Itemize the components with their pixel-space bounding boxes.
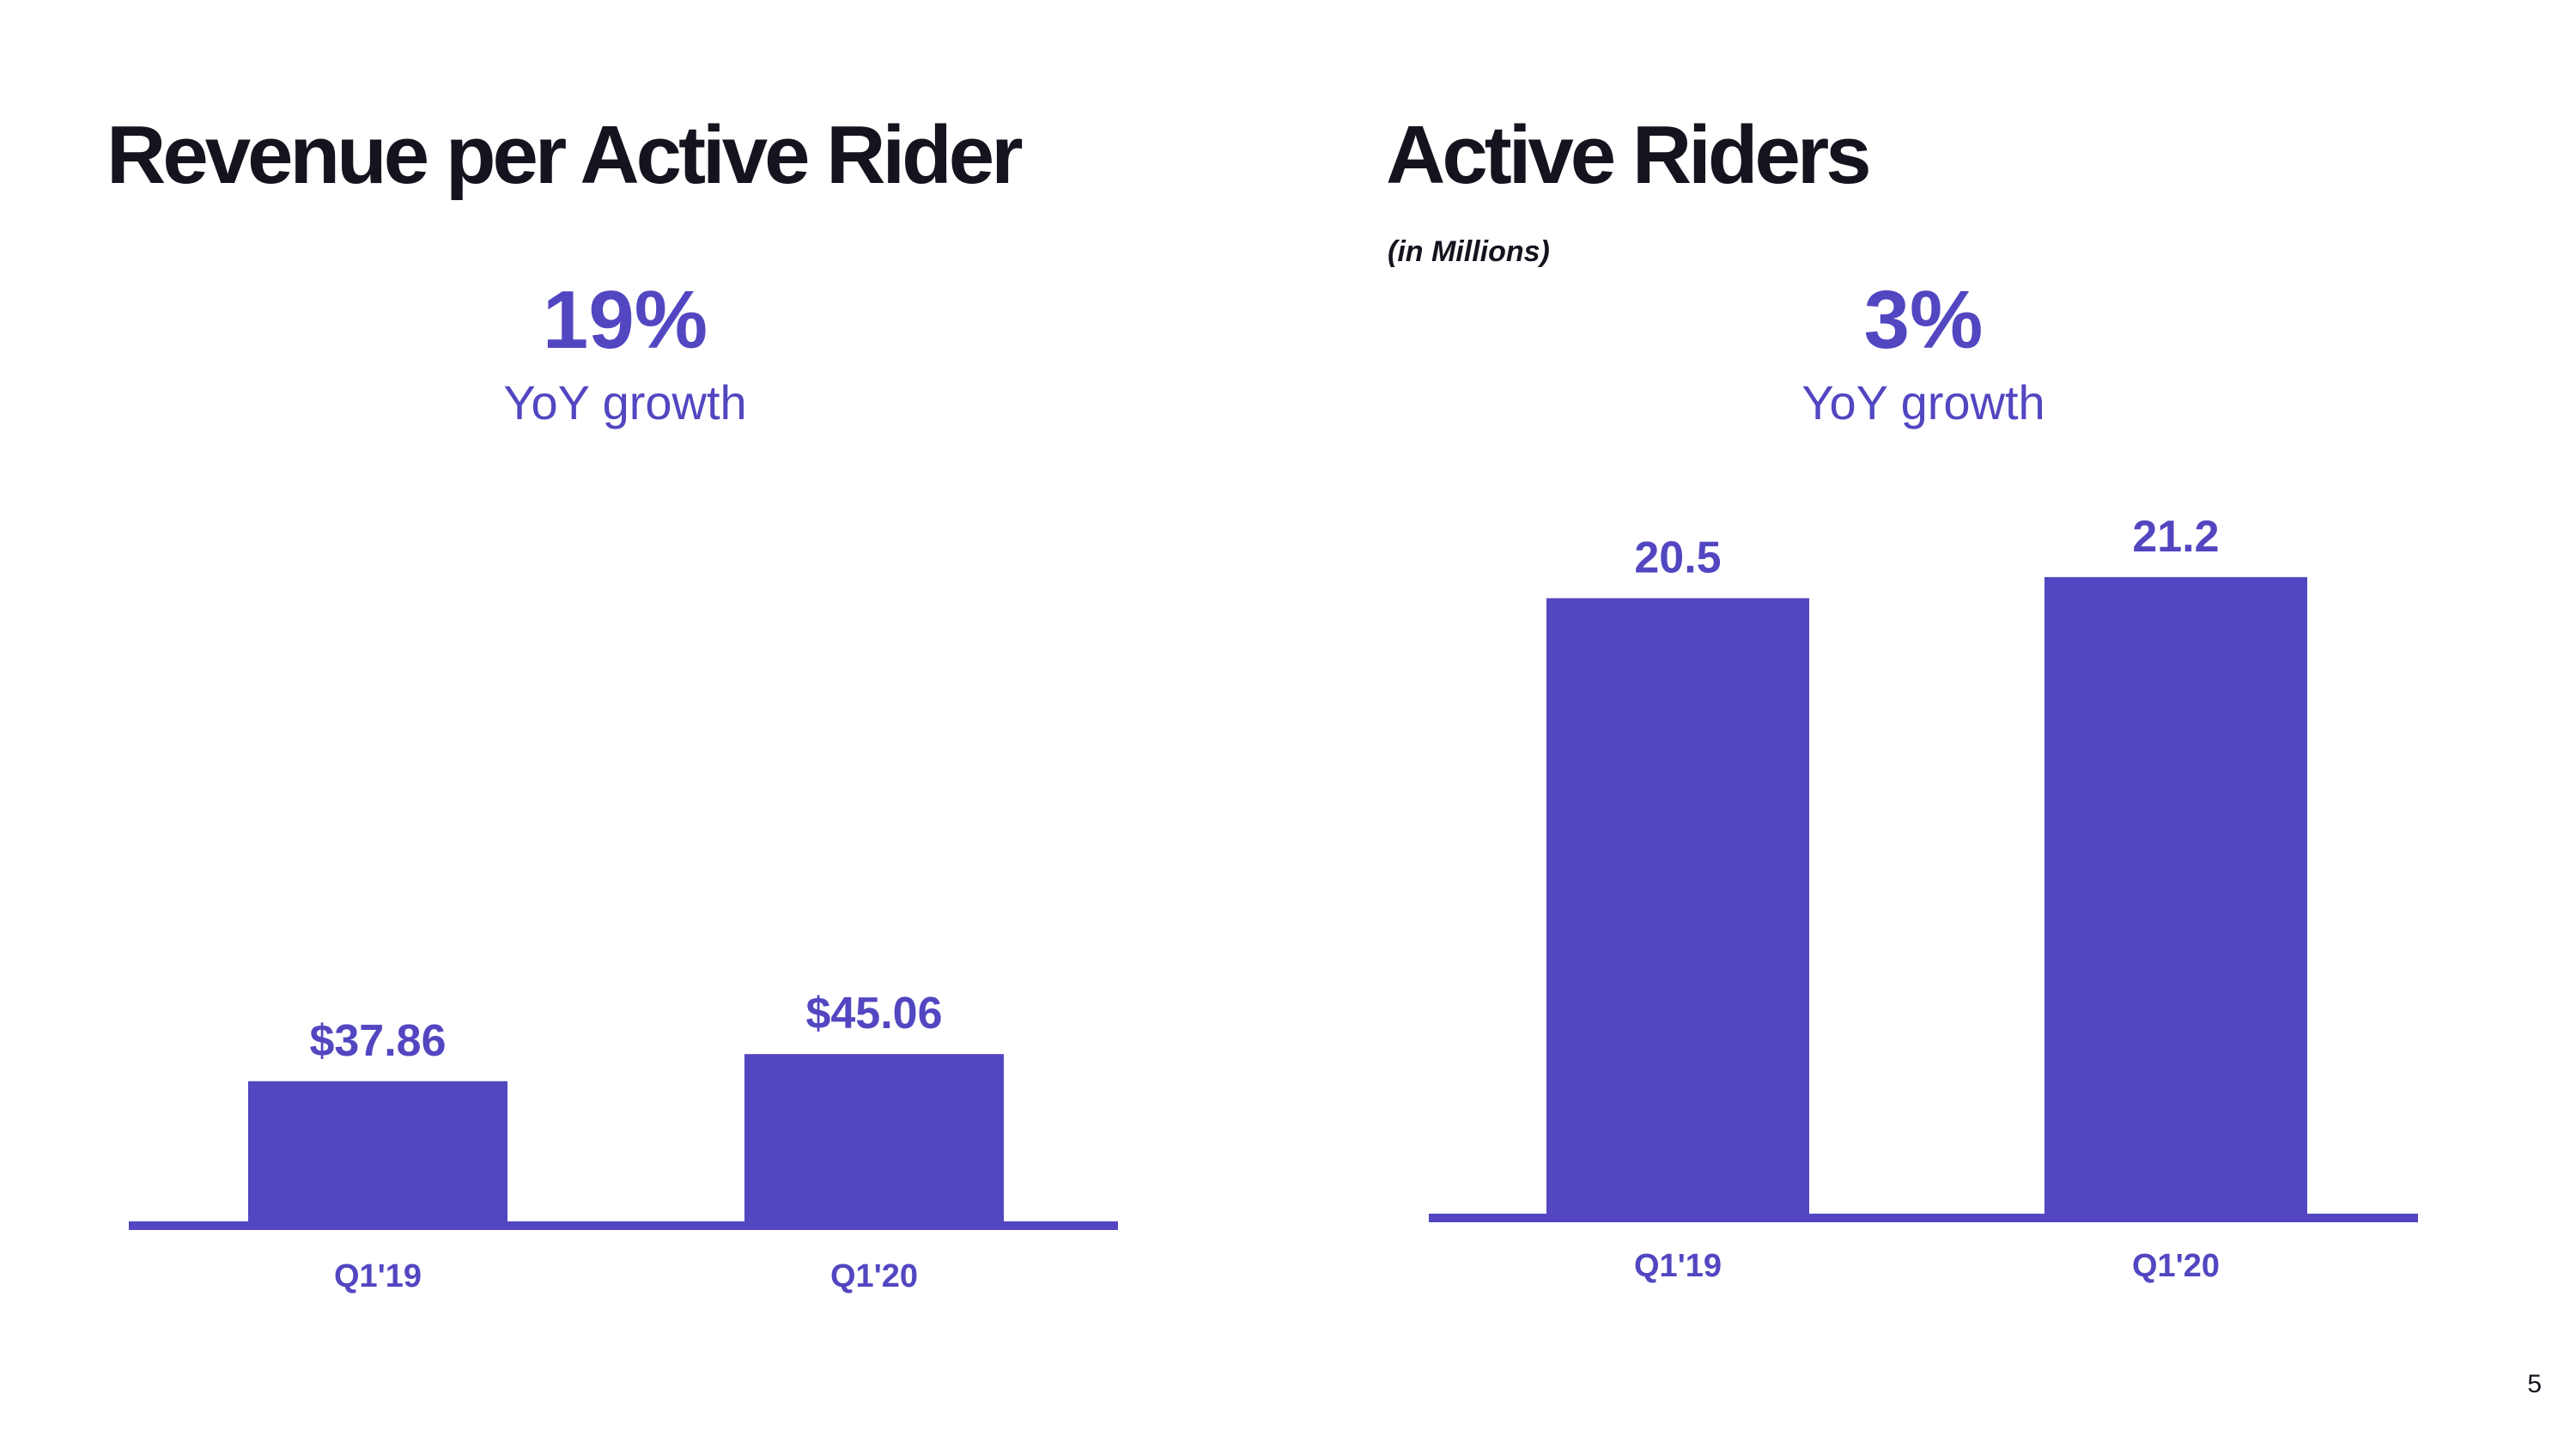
- right-growth-value: 3%: [1863, 274, 1984, 366]
- right-growth-label: YoY growth: [1801, 375, 2045, 429]
- right-data-label-0: 20.5: [1634, 533, 1721, 582]
- right-tick-label-0: Q1'19: [1634, 1248, 1722, 1284]
- right-chart-subtitle: (in Millions): [1388, 235, 1550, 268]
- right-bar-0: [1546, 598, 1809, 1216]
- left-data-label-1: $45.06: [805, 989, 942, 1038]
- right-baseline: [1429, 1214, 2418, 1222]
- page-number: 5: [2527, 1370, 2542, 1398]
- left-data-label-0: $37.86: [309, 1016, 446, 1066]
- right-bar-1: [2044, 576, 2307, 1216]
- left-growth-value: 19%: [542, 274, 708, 366]
- left-chart-title: Revenue per Active Rider: [106, 109, 1024, 201]
- left-growth-label: YoY growth: [503, 375, 747, 429]
- left-baseline: [129, 1221, 1118, 1230]
- left-bar-1: [744, 1054, 1004, 1224]
- left-bar-0: [248, 1081, 507, 1224]
- left-tick-label-0: Q1'19: [334, 1258, 422, 1294]
- right-data-label-1: 21.2: [2132, 512, 2219, 562]
- left-tick-label-1: Q1'20: [830, 1258, 918, 1294]
- right-tick-label-1: Q1'20: [2132, 1248, 2220, 1284]
- right-chart-title: Active Riders: [1386, 109, 1872, 201]
